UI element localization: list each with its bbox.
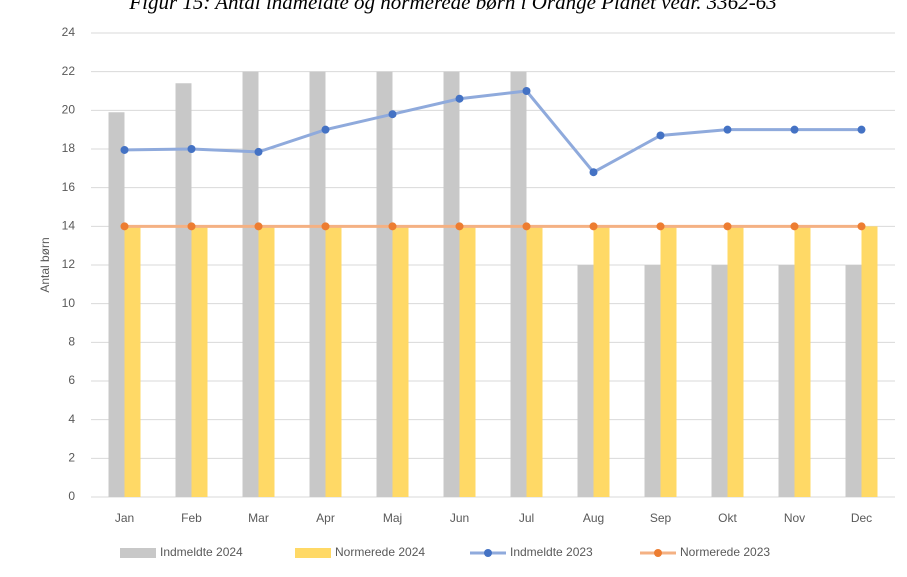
- legend-label: Normerede 2024: [335, 545, 425, 559]
- x-tick-label: Maj: [383, 511, 402, 525]
- bar: [376, 71, 393, 498]
- bar: [727, 226, 744, 498]
- bar: [861, 226, 878, 498]
- line-marker: [857, 125, 866, 134]
- y-tick-label: 14: [62, 219, 76, 233]
- bar: [124, 226, 141, 498]
- line-marker: [321, 125, 330, 134]
- y-tick-label: 6: [68, 373, 75, 387]
- y-tick-label: 16: [62, 180, 76, 194]
- line-marker: [522, 222, 531, 231]
- x-tick-label: Apr: [316, 511, 335, 525]
- bar: [593, 226, 610, 498]
- line-marker: [723, 222, 732, 231]
- line-marker: [455, 222, 464, 231]
- x-tick-label: Jun: [450, 511, 469, 525]
- x-tick-label: Aug: [583, 511, 604, 525]
- y-tick-label: 4: [68, 412, 75, 426]
- line-marker: [455, 94, 464, 103]
- line-marker: [656, 222, 665, 231]
- x-tick-label: Jul: [519, 511, 534, 525]
- legend-swatch: [654, 549, 662, 557]
- y-tick-label: 0: [68, 489, 75, 503]
- line-marker: [321, 222, 330, 231]
- bar: [309, 71, 326, 498]
- bar: [845, 265, 862, 497]
- y-tick-label: 24: [62, 25, 76, 39]
- x-tick-label: Okt: [718, 511, 737, 525]
- line-marker: [589, 168, 598, 177]
- legend-swatch: [484, 549, 492, 557]
- y-tick-label: 8: [68, 335, 75, 349]
- line-series: [124, 89, 862, 175]
- line-marker: [254, 147, 263, 156]
- bar: [510, 71, 527, 498]
- line-marker: [589, 222, 598, 231]
- bar: [526, 226, 543, 498]
- x-tick-label: Nov: [784, 511, 805, 525]
- bar: [392, 226, 409, 498]
- y-tick-label: 22: [62, 64, 76, 78]
- legend-label: Indmeldte 2024: [160, 545, 243, 559]
- x-tick-label: Jan: [115, 511, 134, 525]
- line-marker: [857, 222, 866, 231]
- x-tick-label: Feb: [181, 511, 202, 525]
- x-tick-label: Sep: [650, 511, 672, 525]
- legend-label: Normerede 2023: [680, 545, 770, 559]
- chart-title: Figur 15: Antal indmeldte og normerede b…: [128, 0, 776, 14]
- y-tick-label: 18: [62, 141, 76, 155]
- bar: [175, 83, 192, 498]
- legend-swatch: [295, 548, 331, 558]
- line-marker: [120, 145, 129, 154]
- legend-swatch: [120, 548, 156, 558]
- bar: [258, 226, 275, 498]
- bar: [325, 226, 342, 498]
- line-marker: [656, 131, 665, 140]
- legend-label: Indmeldte 2023: [510, 545, 593, 559]
- bar: [242, 71, 259, 498]
- line-marker: [388, 222, 397, 231]
- line-marker: [790, 222, 799, 231]
- line-marker: [723, 125, 732, 134]
- y-tick-label: 12: [62, 257, 76, 271]
- line-marker: [790, 125, 799, 134]
- bar: [778, 265, 795, 497]
- y-tick-label: 2: [68, 451, 75, 465]
- y-tick-label: 20: [62, 103, 76, 117]
- x-tick-label: Dec: [851, 511, 872, 525]
- bar: [794, 226, 811, 498]
- line-marker: [120, 222, 129, 231]
- line-marker: [187, 145, 196, 153]
- y-tick-label: 10: [62, 296, 76, 310]
- line-marker: [522, 87, 531, 95]
- y-axis-label: Antal børn: [38, 237, 52, 292]
- bar: [443, 71, 460, 498]
- bar: [459, 226, 476, 498]
- bar: [108, 112, 125, 498]
- bar: [191, 226, 208, 498]
- line-marker: [187, 222, 196, 231]
- line-marker: [254, 222, 263, 231]
- line-marker: [388, 110, 397, 119]
- bar: [660, 226, 677, 498]
- bar: [644, 265, 661, 497]
- x-tick-label: Mar: [248, 511, 269, 525]
- bar: [577, 265, 594, 497]
- bar: [711, 265, 728, 497]
